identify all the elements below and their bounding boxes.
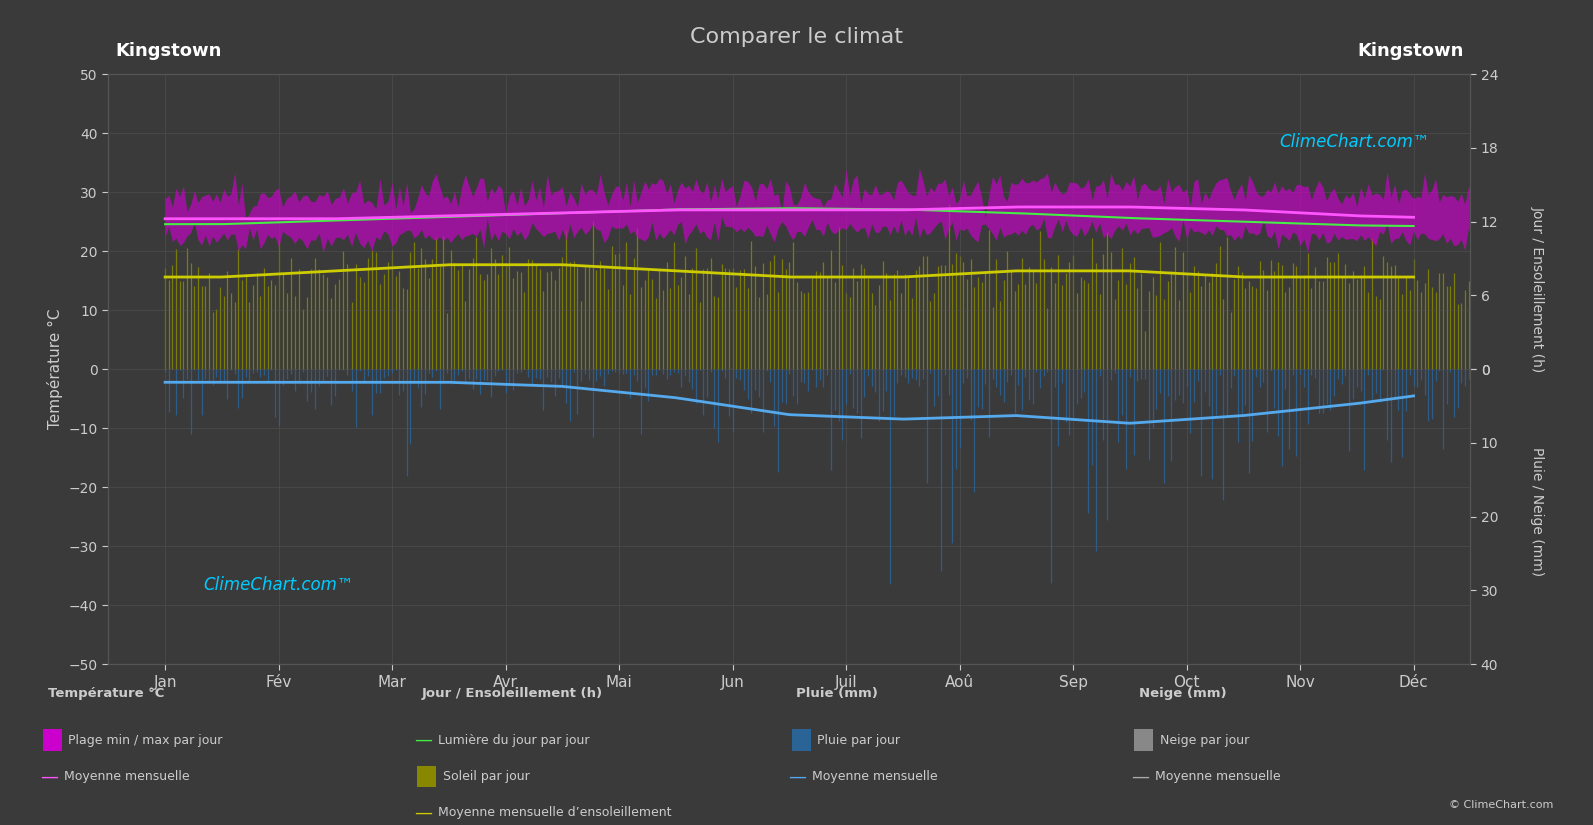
Text: Lumière du jour par jour: Lumière du jour par jour — [438, 733, 589, 747]
Text: ClimeChart.com™: ClimeChart.com™ — [1279, 134, 1429, 151]
Text: © ClimeChart.com: © ClimeChart.com — [1448, 800, 1553, 810]
Text: Pluie (mm): Pluie (mm) — [796, 687, 878, 700]
Text: —: — — [414, 731, 432, 749]
Text: —: — — [789, 767, 806, 785]
Text: Comparer le climat: Comparer le climat — [690, 27, 903, 47]
Text: Moyenne mensuelle d’ensoleillement: Moyenne mensuelle d’ensoleillement — [438, 806, 672, 819]
Text: Neige par jour: Neige par jour — [1160, 733, 1249, 747]
Text: Moyenne mensuelle: Moyenne mensuelle — [64, 770, 190, 783]
Y-axis label: Température °C: Température °C — [48, 309, 64, 430]
Text: Jour / Ensoleillement (h): Jour / Ensoleillement (h) — [1531, 205, 1544, 372]
Text: Pluie par jour: Pluie par jour — [817, 733, 900, 747]
Text: Plage min / max par jour: Plage min / max par jour — [68, 733, 223, 747]
Text: Moyenne mensuelle: Moyenne mensuelle — [1155, 770, 1281, 783]
Text: Soleil par jour: Soleil par jour — [443, 770, 529, 783]
Text: Kingstown: Kingstown — [1357, 41, 1464, 59]
Text: ClimeChart.com™: ClimeChart.com™ — [204, 576, 354, 594]
Text: —: — — [40, 767, 57, 785]
Text: Jour / Ensoleillement (h): Jour / Ensoleillement (h) — [422, 687, 604, 700]
Text: —: — — [414, 804, 432, 822]
Text: Température °C: Température °C — [48, 687, 164, 700]
Text: Neige (mm): Neige (mm) — [1139, 687, 1227, 700]
Text: —: — — [1131, 767, 1149, 785]
Text: Moyenne mensuelle: Moyenne mensuelle — [812, 770, 938, 783]
Text: Pluie / Neige (mm): Pluie / Neige (mm) — [1531, 447, 1544, 576]
Text: Kingstown: Kingstown — [115, 41, 221, 59]
